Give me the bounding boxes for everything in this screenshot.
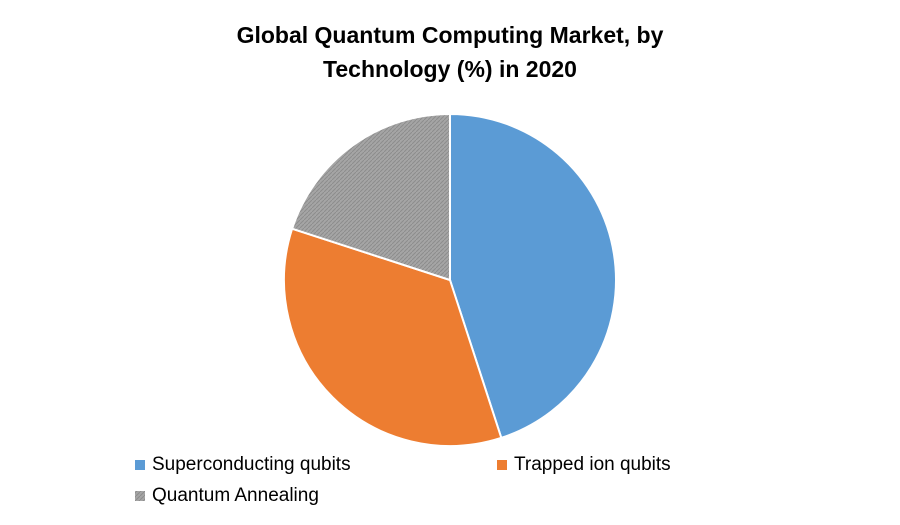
pie-slice [449,112,617,440]
legend-label: Superconducting qubits [152,454,351,475]
legend-label: Quantum Annealing [152,485,319,506]
legend-swatch [135,491,145,501]
pie-slice [290,112,451,282]
pie-slice [283,227,503,447]
legend-swatch [135,460,145,470]
legend-label: Trapped ion qubits [514,454,671,475]
chart-title: Global Quantum Computing Market, by Tech… [236,22,664,82]
legend-swatch [497,460,507,470]
